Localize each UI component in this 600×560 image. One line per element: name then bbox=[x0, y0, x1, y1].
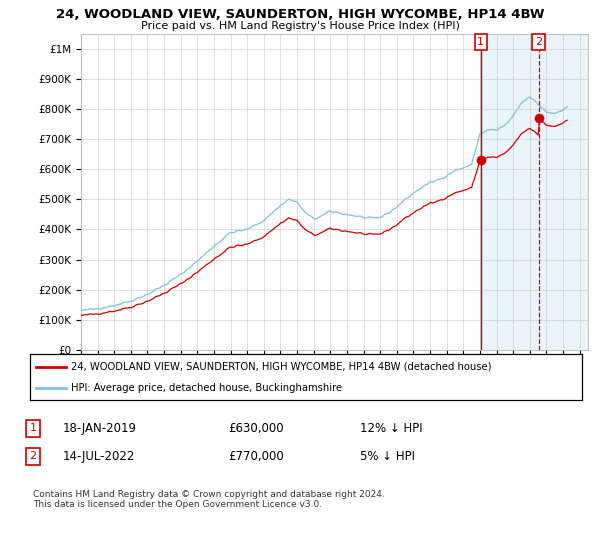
Text: £630,000: £630,000 bbox=[228, 422, 284, 435]
Text: 14-JUL-2022: 14-JUL-2022 bbox=[63, 450, 136, 463]
Text: 24, WOODLAND VIEW, SAUNDERTON, HIGH WYCOMBE, HP14 4BW (detached house): 24, WOODLAND VIEW, SAUNDERTON, HIGH WYCO… bbox=[71, 362, 492, 372]
Text: HPI: Average price, detached house, Buckinghamshire: HPI: Average price, detached house, Buck… bbox=[71, 383, 343, 393]
Bar bbox=[481, 34, 588, 350]
Text: 24, WOODLAND VIEW, SAUNDERTON, HIGH WYCOMBE, HP14 4BW: 24, WOODLAND VIEW, SAUNDERTON, HIGH WYCO… bbox=[56, 8, 544, 21]
Text: Contains HM Land Registry data © Crown copyright and database right 2024.
This d: Contains HM Land Registry data © Crown c… bbox=[33, 490, 385, 510]
Text: 1: 1 bbox=[29, 423, 37, 433]
Text: 18-JAN-2019: 18-JAN-2019 bbox=[63, 422, 137, 435]
Text: Price paid vs. HM Land Registry's House Price Index (HPI): Price paid vs. HM Land Registry's House … bbox=[140, 21, 460, 31]
Text: 12% ↓ HPI: 12% ↓ HPI bbox=[360, 422, 422, 435]
Text: 2: 2 bbox=[535, 37, 542, 47]
Text: £770,000: £770,000 bbox=[228, 450, 284, 463]
Text: 1: 1 bbox=[477, 37, 484, 47]
Text: 5% ↓ HPI: 5% ↓ HPI bbox=[360, 450, 415, 463]
Text: 2: 2 bbox=[29, 451, 37, 461]
